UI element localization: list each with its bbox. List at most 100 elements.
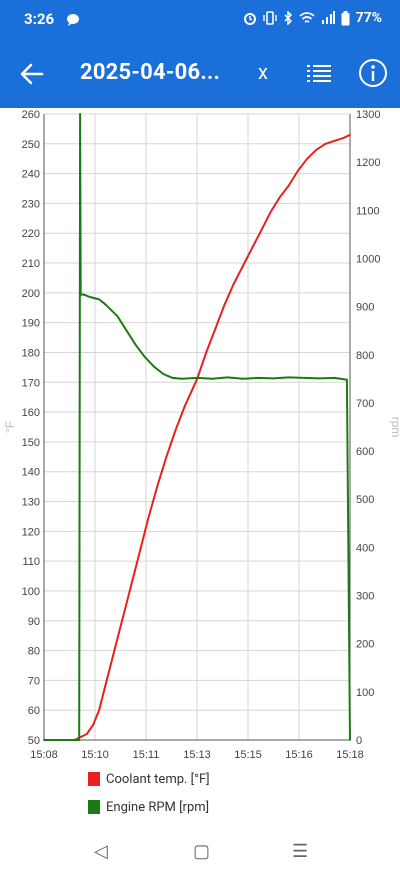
data-point [183, 405, 186, 408]
data-point [324, 142, 327, 145]
data-point [144, 356, 146, 359]
data-point [85, 733, 88, 735]
y-right-tick-label: 800 [356, 350, 374, 362]
data-point [232, 283, 235, 285]
x-tick-label: 15:13 [183, 749, 211, 761]
nav-home-icon[interactable]: ▢ [193, 841, 211, 862]
y-left-tick-label: 260 [22, 109, 40, 121]
alarm-icon [243, 13, 256, 25]
data-point [153, 365, 156, 368]
data-point [104, 685, 107, 688]
data-point [242, 377, 244, 380]
data-point [306, 157, 309, 160]
data-point [349, 739, 351, 741]
status-bar: 3:26 77% [0, 0, 400, 40]
y-left-tick-label: 90 [28, 616, 40, 628]
y-left-tick-label: 190 [22, 318, 40, 330]
y-left-tick-label: 60 [28, 705, 40, 717]
data-point [333, 139, 336, 142]
data-point [272, 377, 275, 380]
x-tick-label: 15:15 [234, 749, 262, 761]
battery-icon [341, 10, 350, 25]
data-point [278, 196, 281, 199]
close-button[interactable]: x [258, 60, 268, 84]
y-right-tick-label: 900 [356, 302, 374, 314]
page-title: 2025-04-06... [80, 60, 221, 85]
y-left-tick-label: 160 [22, 407, 40, 419]
legend-item-rpm: Engine RPM [rpm] [88, 796, 210, 818]
data-point [211, 377, 214, 380]
data-point [257, 376, 260, 379]
status-time: 3:26 [24, 10, 55, 28]
chart-area[interactable]: 50 60 70 80 90 100 110 120 130 140 150 160 170 180 190… [0, 108, 400, 768]
data-point [79, 113, 82, 115]
data-point [43, 739, 45, 741]
system-nav-bar: ◁ ▢ ☰ [0, 823, 400, 879]
data-point [98, 298, 100, 301]
line-chart[interactable]: 50 60 70 80 90 100 110 120 130 140 150 160 170 180 190… [0, 108, 400, 768]
y-left-tick-label: 150 [22, 437, 40, 449]
data-point [226, 376, 229, 379]
data-point [315, 148, 318, 151]
y-left-tick-label: 250 [22, 139, 40, 151]
nav-back-icon[interactable]: ◁ [94, 841, 108, 862]
y-right-tick-label: 300 [356, 591, 374, 603]
battery-percent: 77% [355, 10, 382, 26]
y-left-tick-label: 120 [22, 526, 40, 538]
data-point [349, 133, 351, 136]
y-left-tick-label: 50 [28, 735, 40, 747]
y-left-tick-label: 200 [22, 288, 40, 300]
y-right-tick-label: 1100 [356, 205, 380, 217]
chart-legend: Coolant temp. [°F] Engine RPM [rpm] [88, 768, 210, 824]
data-point [165, 455, 168, 458]
y-right-tick-label: 1300 [356, 109, 380, 121]
status-icons: 77% [243, 10, 382, 26]
legend-item-coolant: Coolant temp. [°F] [88, 768, 210, 790]
data-point [78, 739, 81, 741]
y-right-tick-label: 200 [356, 639, 374, 651]
y-left-tick-label: 70 [28, 675, 40, 687]
app-bar: 3:26 77% 2025-04-06... x [0, 0, 400, 108]
data-point [196, 376, 198, 379]
y-right-tick-label: 1000 [356, 253, 380, 265]
data-point [79, 736, 82, 738]
info-icon[interactable] [358, 58, 388, 88]
data-point [128, 590, 131, 592]
data-point [104, 303, 107, 306]
data-point [137, 554, 140, 557]
data-point [297, 169, 299, 172]
nav-recents-icon[interactable]: ☰ [292, 841, 309, 862]
vibrate-icon [262, 11, 277, 25]
y-left-tick-label: 220 [22, 228, 40, 240]
data-point [287, 184, 290, 187]
y-left-tick-label: 230 [22, 198, 40, 210]
data-point [125, 329, 128, 332]
y-right-tick-label: 1200 [356, 157, 380, 169]
data-point [162, 373, 165, 375]
data-point [116, 315, 119, 318]
data-point [287, 376, 290, 379]
y-right-axis-label: rpm [389, 417, 400, 438]
y-left-tick-label: 210 [22, 258, 40, 270]
data-point [119, 625, 122, 628]
x-tick-label: 15:11 [133, 749, 160, 761]
data-point [174, 429, 177, 431]
y-right-tick-label: 100 [356, 687, 374, 699]
x-tick-label: 15:18 [336, 749, 364, 761]
y-left-tick-label: 110 [22, 556, 40, 568]
y-left-axis-label: °F [3, 421, 17, 433]
data-point [242, 265, 244, 267]
list-icon[interactable] [306, 64, 332, 84]
y-right-tick-label: 600 [356, 446, 374, 458]
legend-label-rpm: Engine RPM [rpm] [106, 799, 210, 815]
signal-icon [321, 11, 335, 24]
data-point [98, 709, 100, 712]
data-point [333, 376, 336, 379]
data-point [180, 377, 183, 380]
y-left-tick-label: 240 [22, 169, 40, 181]
data-point [134, 344, 137, 347]
arrow-left-icon[interactable] [18, 60, 46, 88]
data-point [82, 293, 85, 296]
chat-bubble-icon [67, 14, 79, 26]
x-tick-label: 15:08 [30, 749, 58, 761]
